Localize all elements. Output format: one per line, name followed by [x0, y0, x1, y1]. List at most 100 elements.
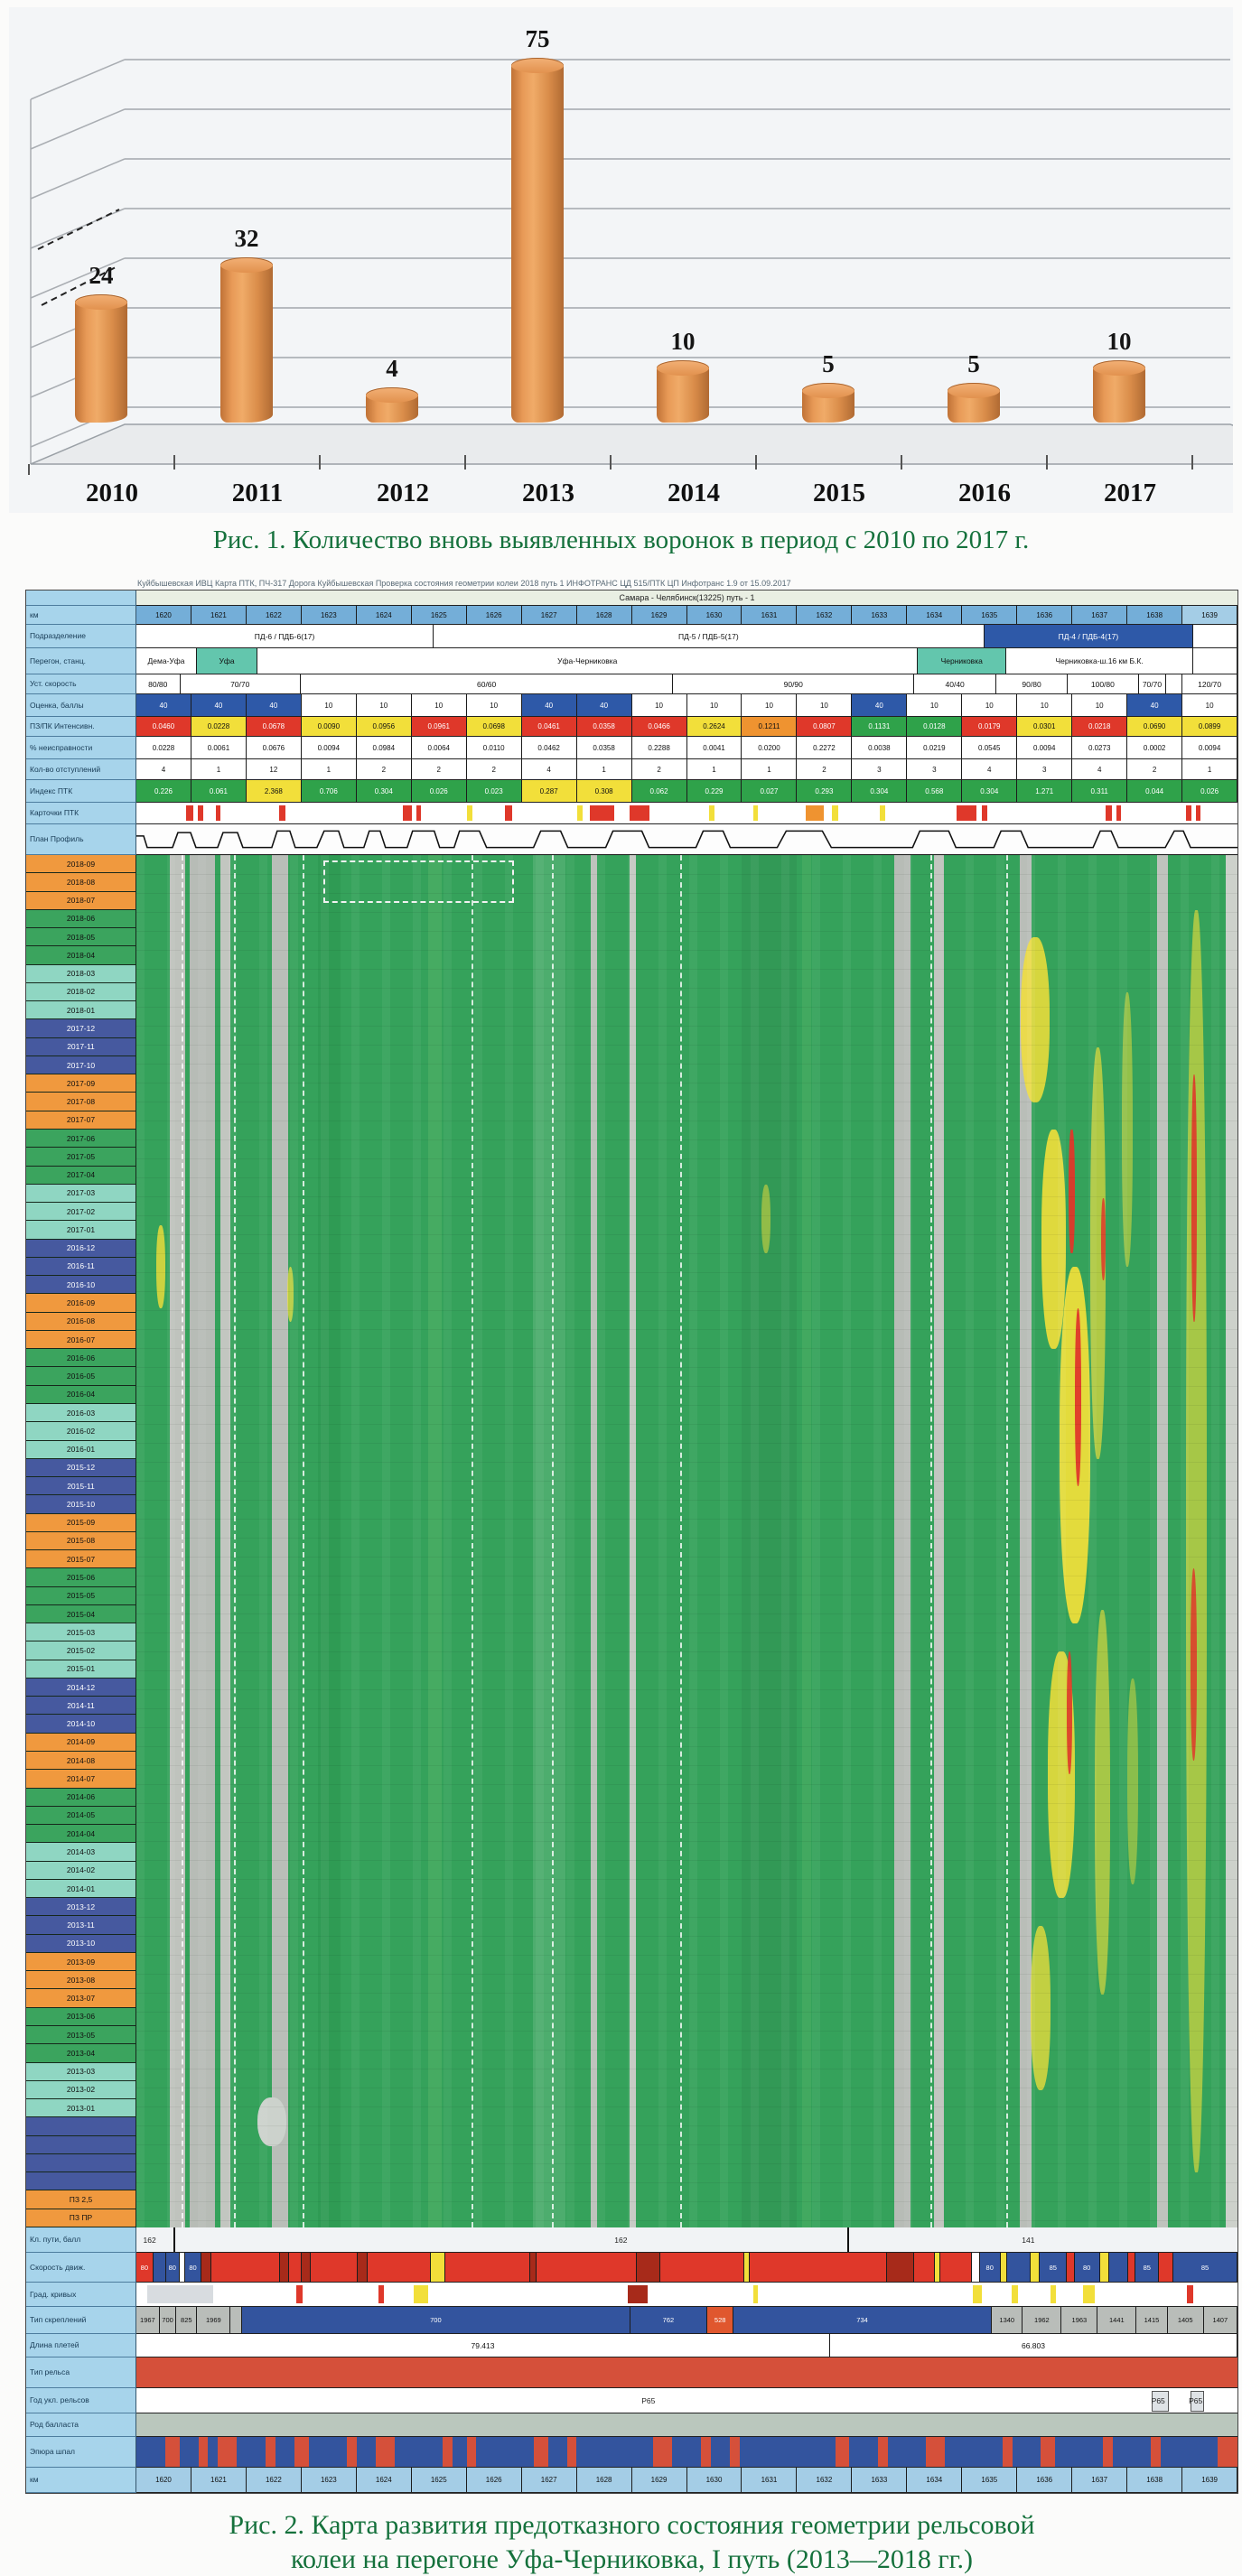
data-cell: 1622 [247, 606, 302, 624]
data-cell: 10 [687, 694, 742, 716]
data-cell: 1638 [1127, 606, 1182, 624]
bar-value-label: 5 [822, 350, 835, 378]
data-cell: 40 [191, 694, 247, 716]
data-cell: 0.0807 [797, 717, 852, 736]
sidebar-date-row: 2014-08 [26, 1752, 136, 1770]
sidebar-date-row: 2015-08 [26, 1532, 136, 1550]
track-profile-line [136, 824, 1237, 854]
sidebar-date-row: 2014-09 [26, 1734, 136, 1752]
segment-cell: 1962 [1023, 2307, 1061, 2333]
segment-cell: ПД-4 / ПДБ-4(17) [985, 625, 1194, 647]
data-cell: 1639 [1182, 2468, 1237, 2492]
data-cell: 1621 [191, 2468, 247, 2492]
mark-text: 162 [144, 2236, 156, 2245]
pattern-segment [740, 2437, 836, 2467]
data-cell: 40 [522, 694, 577, 716]
sidebar-date-row: 2017-12 [26, 1019, 136, 1037]
segment-cell: 700 [242, 2307, 630, 2333]
x-axis-label: 2016 [958, 479, 1011, 508]
segment-cell [302, 2253, 310, 2282]
mark [467, 805, 472, 821]
segment-cell [1109, 2253, 1128, 2282]
segment-cell: ПД-5 / ПДБ-5(17) [434, 625, 985, 647]
sidebar-date-row: 2015-03 [26, 1623, 136, 1641]
segment-cell: 1963 [1061, 2307, 1097, 2333]
data-cell: 10 [797, 694, 852, 716]
row-body-profile [136, 824, 1237, 855]
pattern-segment [275, 2437, 294, 2467]
segment-cell [368, 2253, 431, 2282]
mark [378, 2285, 384, 2303]
pattern-segment [1113, 2437, 1151, 2467]
heatmap-canvas [136, 855, 1237, 2227]
bar-value-label: 10 [671, 328, 696, 356]
segment-cell: 1969 [197, 2307, 230, 2333]
segment-cell: 1405 [1168, 2307, 1204, 2333]
segment-cell [530, 2253, 537, 2282]
table-row: Град. кривых [26, 2283, 1237, 2307]
figure-2-caption: Рис. 2. Карта развития предотказного сос… [25, 2508, 1238, 2576]
data-cell: 1626 [467, 2468, 522, 2492]
data-cell: 0.026 [412, 780, 467, 802]
bar-2012 [366, 387, 418, 423]
data-cell: 0.0090 [302, 717, 357, 736]
data-cell: 1628 [577, 2468, 632, 2492]
sidebar-date-row: 2013-04 [26, 2044, 136, 2062]
sidebar-date-row: 2013-08 [26, 1971, 136, 1989]
data-cell: 1628 [577, 606, 632, 624]
row-label: Тип рельса [26, 2357, 136, 2388]
data-cell: 0.0358 [577, 717, 632, 736]
data-cell: 0.0678 [247, 717, 302, 736]
data-cell: 0.026 [1182, 780, 1237, 802]
segment-cell: 85 [1135, 2253, 1159, 2282]
sidebar-date-row [26, 2154, 136, 2172]
sidebar-date-row: 2013-06 [26, 2008, 136, 2026]
sidebar-date-row: 2013-10 [26, 1935, 136, 1953]
table-row: Самара - Челябинск(13225) путь - 1 [26, 591, 1237, 606]
pattern-segment [878, 2437, 888, 2467]
mark-text: 162 [614, 2236, 627, 2245]
data-cell: 0.568 [907, 780, 962, 802]
data-cell: 1 [687, 759, 742, 779]
sidebar-date-row: 2018-02 [26, 983, 136, 1001]
segment-cell [887, 2253, 914, 2282]
sidebar-date-row: 2016-07 [26, 1331, 136, 1349]
pattern-segment [711, 2437, 730, 2467]
pattern-segment [534, 2437, 548, 2467]
mark [753, 2285, 758, 2303]
row-label: Индекс ПТК [26, 780, 136, 803]
pattern-segment [357, 2437, 376, 2467]
bar-body [511, 65, 564, 423]
sidebar-date-row: 2015-11 [26, 1477, 136, 1495]
data-cell: 0.0961 [412, 717, 467, 736]
pattern-segment [1003, 2437, 1013, 2467]
bar-value-label: 32 [235, 225, 259, 253]
segment-cell: 80 [980, 2253, 1001, 2282]
data-cell: 0.0094 [1017, 737, 1072, 758]
data-cell: 0.2272 [797, 737, 852, 758]
row-label: Карточки ПТК [26, 803, 136, 824]
row-body-marks [136, 2283, 1237, 2307]
sidebar-date-row: 2016-05 [26, 1367, 136, 1385]
mark [1106, 805, 1112, 821]
sidebar-date-row: 2013-07 [26, 1989, 136, 2007]
bar-body [220, 265, 273, 423]
mark [973, 2285, 982, 2303]
row-label: Град. кривых [26, 2283, 136, 2307]
mark-text: Р65 [641, 2396, 655, 2405]
x-axis-label: 2012 [377, 479, 429, 508]
sidebar-date-row: 2015-10 [26, 1495, 136, 1513]
data-cell: 2 [357, 759, 412, 779]
sidebar-date-row: 2014-11 [26, 1697, 136, 1715]
bar-body [75, 302, 127, 423]
row-body-marks [136, 803, 1237, 824]
data-cell: 3 [907, 759, 962, 779]
data-cell: 1632 [797, 606, 852, 624]
segment-cell [431, 2253, 445, 2282]
data-cell: 0.0273 [1072, 737, 1127, 758]
sidebar-date-row: 2017-05 [26, 1148, 136, 1166]
